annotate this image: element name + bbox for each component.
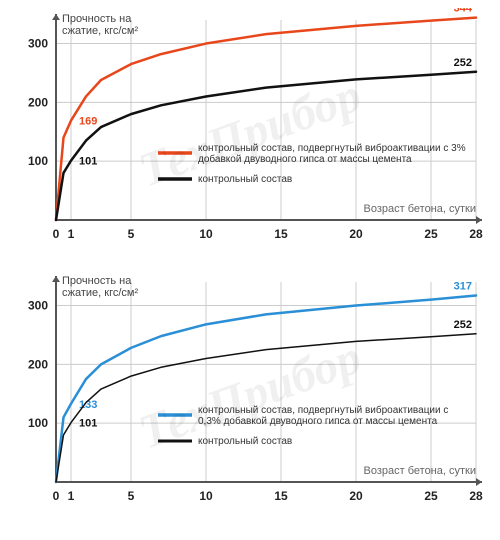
svg-text:1: 1	[68, 489, 75, 503]
svg-text:28: 28	[469, 489, 483, 503]
svg-text:добавкой двуводного гипса от м: добавкой двуводного гипса от массы цемен…	[198, 153, 412, 165]
svg-text:сжатие, кгс/см²: сжатие, кгс/см²	[62, 287, 138, 299]
svg-text:Возраст бетона, сутки: Возраст бетона, сутки	[364, 465, 476, 477]
svg-text:0,3% добавкой двуводного гипса: 0,3% добавкой двуводного гипса от массы …	[198, 415, 438, 427]
svg-text:10: 10	[199, 227, 213, 241]
svg-text:317: 317	[454, 281, 472, 293]
svg-text:252: 252	[454, 319, 472, 331]
svg-text:252: 252	[454, 57, 472, 69]
svg-text:контрольный состав: контрольный состав	[198, 174, 292, 185]
svg-text:100: 100	[28, 416, 48, 430]
svg-text:300: 300	[28, 299, 48, 313]
bottom-chart-svg: 0151015202528100200300Прочность насжатие…	[8, 270, 492, 520]
svg-text:101: 101	[79, 418, 97, 430]
svg-text:20: 20	[349, 227, 363, 241]
svg-text:28: 28	[469, 227, 483, 241]
svg-text:100: 100	[28, 154, 48, 168]
svg-text:15: 15	[274, 227, 288, 241]
svg-text:Прочность на: Прочность на	[62, 275, 132, 287]
svg-text:контрольный состав, подвергнут: контрольный состав, подвергнутый виброак…	[198, 142, 466, 154]
bottom-chart: 0151015202528100200300Прочность насжатие…	[8, 270, 492, 520]
svg-text:200: 200	[28, 95, 48, 109]
svg-text:344: 344	[454, 8, 473, 15]
svg-text:169: 169	[79, 116, 97, 128]
svg-text:10: 10	[199, 489, 213, 503]
top-chart-svg: 0151015202528100200300Прочность насжатие…	[8, 8, 492, 258]
svg-text:5: 5	[128, 489, 135, 503]
svg-text:0: 0	[53, 227, 60, 241]
top-chart: 0151015202528100200300Прочность насжатие…	[8, 8, 492, 258]
svg-text:контрольный состав, подвергнут: контрольный состав, подвергнутый виброак…	[198, 404, 448, 416]
svg-text:20: 20	[349, 489, 363, 503]
svg-text:контрольный состав: контрольный состав	[198, 436, 292, 447]
svg-text:Прочность на: Прочность на	[62, 13, 132, 25]
svg-text:200: 200	[28, 357, 48, 371]
svg-text:101: 101	[79, 156, 97, 168]
svg-text:1: 1	[68, 227, 75, 241]
svg-text:300: 300	[28, 37, 48, 51]
svg-text:0: 0	[53, 489, 60, 503]
svg-text:25: 25	[424, 489, 438, 503]
svg-text:25: 25	[424, 227, 438, 241]
svg-text:15: 15	[274, 489, 288, 503]
svg-text:5: 5	[128, 227, 135, 241]
svg-text:сжатие, кгс/см²: сжатие, кгс/см²	[62, 25, 138, 37]
svg-text:Возраст бетона, сутки: Возраст бетона, сутки	[364, 203, 476, 215]
